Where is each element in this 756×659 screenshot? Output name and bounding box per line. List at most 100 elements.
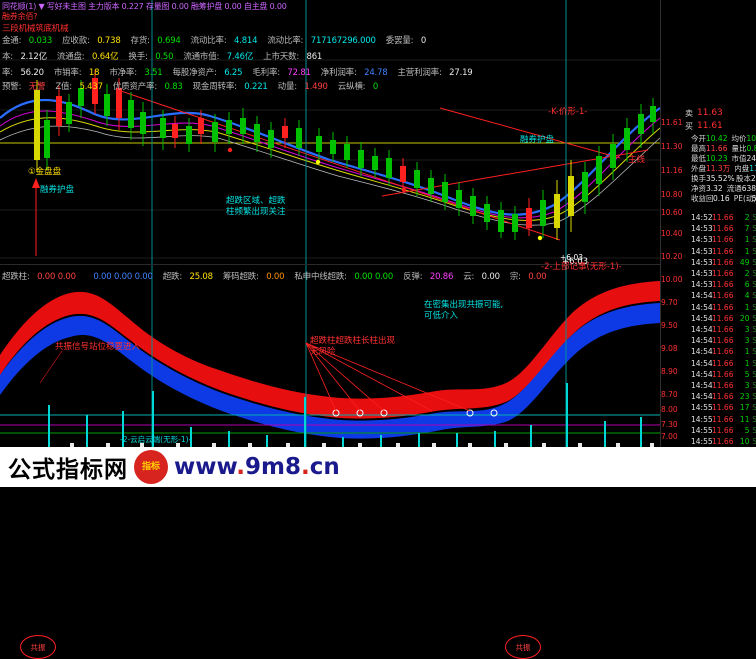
tick-time: 14:53 — [691, 235, 713, 245]
tick-volume: 5 — [744, 425, 750, 435]
quote-value-2: 10.96 — [746, 134, 756, 143]
quote-value-2: 0.81 — [746, 144, 756, 153]
tick-price: 11.66 — [712, 425, 734, 435]
indicator-field-label: 宗: — [509, 272, 521, 282]
watermark-site-name: 公式指标网 — [8, 457, 128, 483]
tick-price: 11.66 — [712, 224, 734, 234]
footer-note: -2-云启云端(无形-1)- — [120, 435, 192, 444]
indicator-field: 宗: 0.00 — [510, 272, 552, 282]
tick-volume: 3 — [744, 336, 750, 346]
chart-annotation-a3: 超跌柱超跌柱长柱出现 无风险 — [310, 336, 396, 357]
quote-value-2: 2.12亿 — [751, 174, 756, 183]
tick-price: 11.66 — [712, 269, 734, 279]
tick-price: 11.66 — [712, 313, 734, 323]
tick-time: 14:55 — [691, 437, 713, 447]
tick-volume: 17 — [739, 403, 750, 413]
watermark-bar: 公式指标网 指标 www.9m8.cn — [0, 447, 756, 487]
indicator-field-label: 超跌: — [162, 272, 182, 282]
indicator-field: 筹码超跌: 0.00 — [223, 272, 290, 282]
indicator-field: 0.00 0.00 0.00 — [86, 272, 158, 282]
quote-value: 0.16 — [713, 194, 730, 203]
trade-tick-list[interactable]: 14:5211.662S14:5311.667S14:5311.661S14:5… — [691, 212, 756, 487]
quote-key: 最高 — [691, 144, 706, 153]
tick-price: 11.66 — [712, 392, 734, 402]
quote-value-2: 6385万 — [741, 184, 756, 193]
tick-side: S — [749, 257, 756, 268]
quote-key: 今开 — [691, 134, 706, 143]
indicator-field-value: 0.00 — [263, 272, 285, 282]
tick-volume: 20 — [739, 313, 750, 323]
tick-time: 14:54 — [691, 347, 713, 357]
tick-side: S — [749, 369, 756, 380]
tick-volume: 6 — [744, 280, 750, 290]
quote-panel[interactable]: 卖 11.63 买 11.61 今开10.42均价10.96最高11.66量比0… — [660, 0, 756, 487]
indicator-field-value: 0.00 — [479, 272, 500, 282]
tick-time: 14:55 — [691, 425, 713, 435]
tick-time: 14:54 — [691, 392, 713, 402]
chart-annotation-a5: 融券护盘 — [520, 135, 555, 145]
tick-side: S — [749, 268, 756, 279]
price-chart-svg: +6.03 — [0, 0, 661, 265]
tick-volume: 11 — [739, 414, 750, 424]
tick-volume: 2 — [744, 269, 750, 279]
svg-text:+6.03: +6.03 — [560, 253, 583, 262]
quote-value: 35.52% — [706, 174, 735, 183]
indicator-field-label: 私申中线超跌: — [294, 272, 347, 282]
quote-value: 10.23 — [706, 154, 728, 163]
tick-time: 14:53 — [691, 257, 713, 267]
tick-time: 14:54 — [691, 336, 713, 346]
quote-value: 3.32 — [706, 184, 723, 193]
quote-key-2: 市值 — [731, 154, 747, 163]
indicator-field: 私申中线超跌: 0.00 0.00 — [294, 272, 398, 282]
tick-price: 11.66 — [712, 336, 734, 346]
indicator-field: 云: 0.00 — [463, 272, 505, 282]
chart-annotation-a9: +6.03 — [562, 257, 589, 267]
tick-price: 11.66 — [712, 280, 734, 290]
quote-value-2: 56.2 — [752, 194, 756, 204]
tick-side: S — [749, 279, 756, 290]
tick-side: S — [749, 414, 756, 425]
quote-key-2: 均价 — [731, 134, 747, 143]
main-price-chart[interactable]: +6.03 — [0, 0, 661, 265]
tick-volume: 10 — [739, 437, 750, 447]
tick-side: S — [749, 380, 756, 391]
tick-price: 11.66 — [712, 302, 734, 312]
tick-time: 14:54 — [691, 358, 713, 368]
chart-annotation-a8: ①金盘盘 — [28, 167, 62, 177]
tick-side: S — [749, 436, 756, 447]
tick-side: S — [749, 212, 756, 223]
chart-annotation-a7: 融券护盘 — [40, 185, 75, 195]
tick-time: 14:54 — [691, 291, 713, 301]
chart-annotation-a11: -2-上部记事(无形-1)- — [541, 262, 622, 272]
tick-side: S — [749, 335, 756, 346]
indicator-field: 反弹: 20.86 — [403, 272, 458, 282]
tick-side: S — [749, 391, 756, 402]
buy-icon: 买 — [685, 122, 693, 131]
tick-time: 14:54 — [691, 381, 713, 391]
tick-side: S — [749, 246, 756, 257]
tick-time: 14:54 — [691, 313, 713, 323]
